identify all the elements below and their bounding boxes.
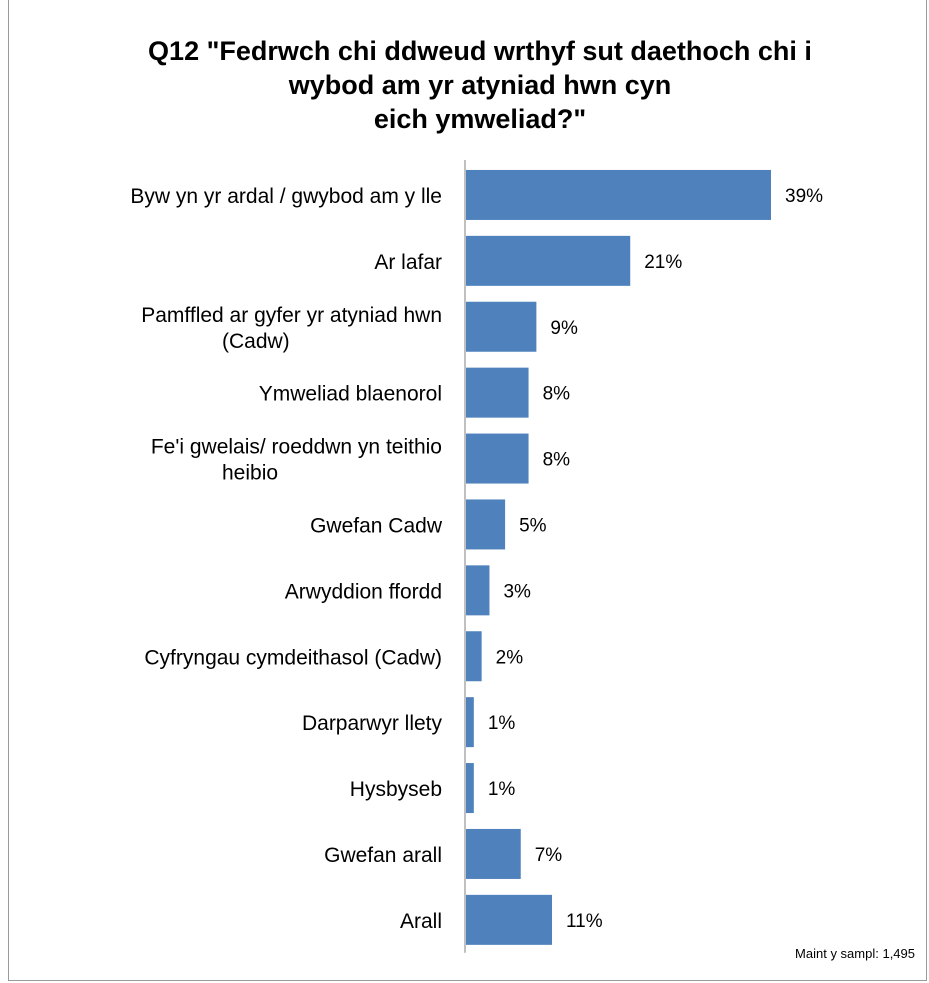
value-label-8: 1% [488, 713, 516, 734]
chart-title-line-1: Q12 "Fedrwch chi ddweud wrthyf sut daeth… [148, 36, 812, 66]
value-label-7: 2% [496, 647, 524, 668]
value-label-5: 5% [519, 515, 547, 536]
category-label-1: Ar lafar [374, 251, 442, 274]
chart-title: Q12 "Fedrwch chi ddweud wrthyf sut daeth… [60, 34, 900, 136]
bar-9 [466, 763, 474, 814]
category-label-9-line-0: Hysbyseb [350, 778, 442, 801]
category-label-3-line-0: Ymweliad blaenorol [259, 383, 442, 406]
value-label-0: 39% [785, 186, 823, 207]
chart-frame [8, 0, 927, 981]
bar-1 [466, 235, 631, 286]
category-label-9: Hysbyseb [350, 778, 442, 801]
category-label-6: Arwyddion ffordd [285, 580, 442, 603]
chart-title-line-2: wybod am yr atyniad hwn cyn [288, 70, 672, 100]
value-label-11: 11% [566, 911, 603, 932]
category-label-7-line-0: Cyfryngau cymdeithasol (Cadw) [144, 646, 442, 669]
category-label-2-line-0: Pamffled ar gyfer yr atyniad hwn [141, 304, 442, 327]
category-label-7: Cyfryngau cymdeithasol (Cadw) [144, 646, 442, 669]
value-label-9: 1% [488, 779, 516, 800]
category-label-10: Gwefan arall [324, 844, 442, 867]
category-label-2: Pamffled ar gyfer yr atyniad hwn (Cadw) [141, 304, 442, 353]
bar-5 [466, 499, 506, 550]
category-label-4-line-0: Fe'i gwelais/ roeddwn yn teithio [151, 436, 442, 459]
category-label-5-line-0: Gwefan Cadw [310, 514, 443, 537]
category-label-5: Gwefan Cadw [310, 514, 443, 537]
value-label-4: 8% [543, 450, 571, 471]
bar-3 [466, 367, 529, 418]
bar-4 [466, 433, 529, 484]
category-label-4-line-1: heibio [222, 462, 278, 485]
category-label-10-line-0: Gwefan arall [324, 844, 442, 867]
bar-8 [466, 697, 474, 748]
value-label-2: 9% [550, 318, 578, 339]
category-label-11-line-0: Arall [400, 910, 442, 933]
category-label-2-line-1: (Cadw) [222, 330, 290, 353]
bar-6 [466, 565, 490, 616]
bar-2 [466, 301, 537, 352]
category-label-0: Byw yn yr ardal / gwybod am y lle [130, 185, 442, 208]
category-label-6-line-0: Arwyddion ffordd [285, 580, 442, 603]
bar-10 [466, 828, 521, 879]
category-label-0-line-0: Byw yn yr ardal / gwybod am y lle [130, 185, 442, 208]
bar-0 [466, 169, 771, 220]
value-label-1: 21% [644, 252, 682, 273]
sample-size-note: Maint y sampl: 1,495 [795, 946, 915, 961]
chart-title-line-3: eich ymweliad?" [373, 104, 587, 134]
category-label-11: Arall [400, 910, 442, 933]
bar-11 [466, 894, 553, 945]
value-label-3: 8% [543, 384, 571, 405]
bars-layer: 39% Byw yn yr ardal / gwybod am y lle 21% A… [130, 169, 823, 945]
category-label-3: Ymweliad blaenorol [259, 383, 442, 406]
bar-7 [466, 631, 482, 682]
category-label-4: Fe'i gwelais/ roeddwn yn teithio heibio [151, 436, 442, 485]
category-label-8-line-0: Darparwyr llety [302, 712, 443, 735]
category-label-8: Darparwyr llety [302, 712, 443, 735]
category-label-1-line-0: Ar lafar [374, 251, 442, 274]
value-label-6: 3% [503, 581, 531, 602]
value-label-10: 7% [535, 845, 563, 866]
